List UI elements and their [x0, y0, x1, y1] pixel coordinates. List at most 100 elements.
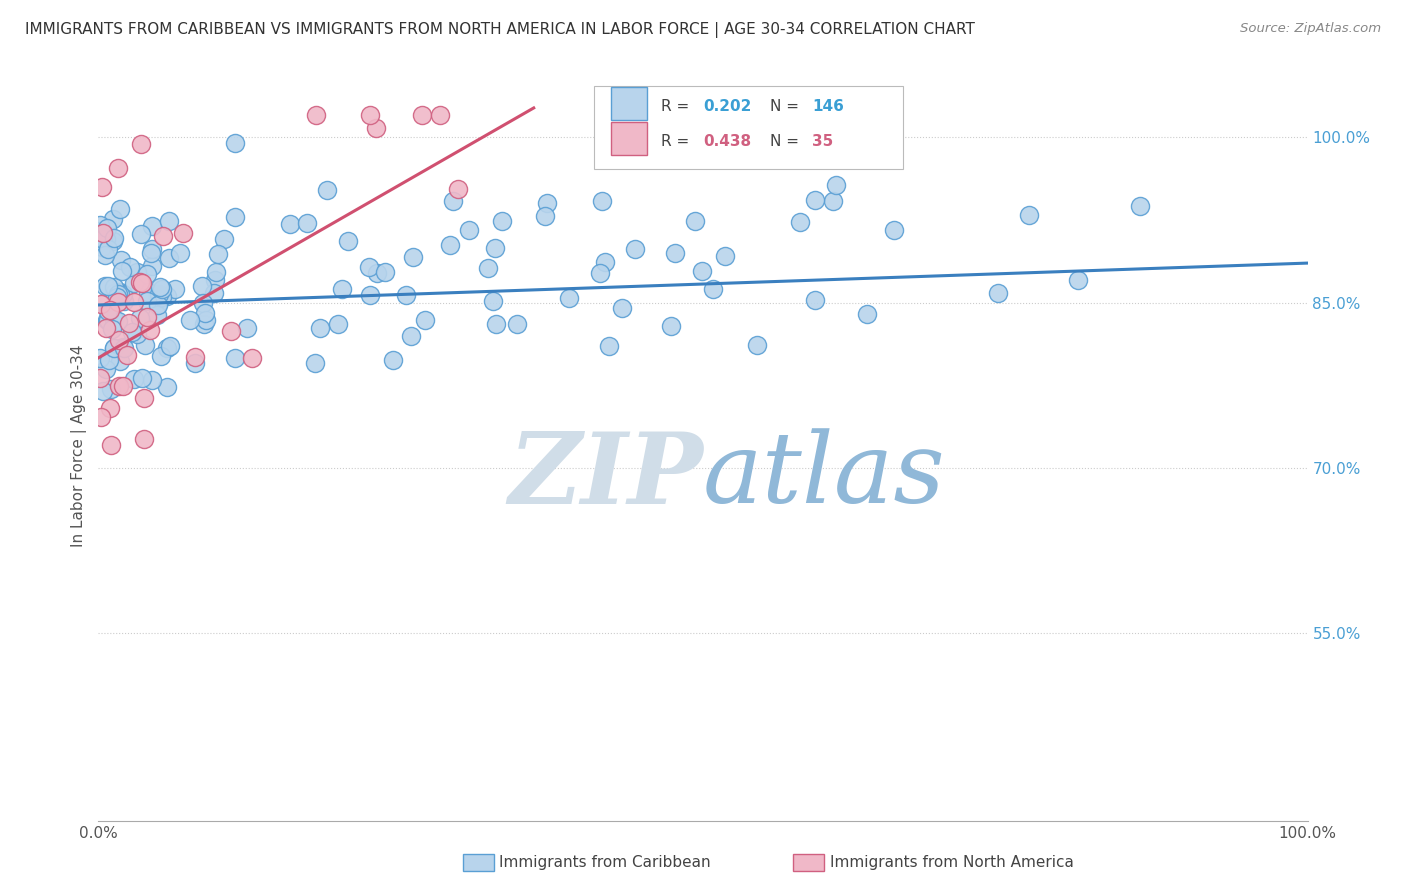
Point — [103, 341, 125, 355]
Point — [191, 296, 214, 310]
Point — [305, 108, 328, 122]
Point — [148, 292, 170, 306]
Point — [87, 224, 110, 238]
Point — [747, 337, 769, 351]
Point — [659, 318, 682, 333]
Point — [96, 221, 118, 235]
Point — [823, 194, 845, 208]
Point — [184, 351, 207, 365]
Point — [506, 317, 529, 331]
Point — [108, 202, 131, 216]
Point — [110, 285, 132, 299]
Point — [141, 260, 163, 274]
Point — [482, 293, 505, 308]
Point — [117, 348, 139, 362]
Point — [107, 333, 129, 347]
Point — [150, 290, 173, 304]
Point — [366, 121, 388, 136]
Point — [184, 356, 207, 370]
Point — [202, 285, 225, 300]
Text: ZIP: ZIP — [508, 428, 703, 524]
Point — [96, 232, 118, 246]
Point — [190, 279, 212, 293]
Point — [96, 313, 118, 327]
Point — [485, 317, 508, 331]
Point — [103, 311, 125, 326]
Point — [477, 260, 499, 275]
Text: Immigrants from North America: Immigrants from North America — [830, 855, 1073, 870]
Point — [803, 293, 825, 307]
Point — [131, 277, 153, 291]
Text: IMMIGRANTS FROM CARIBBEAN VS IMMIGRANTS FROM NORTH AMERICA IN LABOR FORCE | AGE : IMMIGRANTS FROM CARIBBEAN VS IMMIGRANTS … — [25, 22, 976, 38]
Point — [692, 264, 714, 278]
Point — [236, 321, 259, 335]
Point — [131, 371, 153, 385]
Point — [789, 215, 811, 229]
Point — [120, 260, 142, 274]
Point — [100, 382, 122, 396]
Point — [111, 286, 134, 301]
Point — [89, 371, 111, 385]
Point — [132, 391, 155, 405]
Point — [139, 245, 162, 260]
Point — [136, 294, 159, 309]
Point — [97, 303, 120, 318]
Point — [110, 252, 132, 267]
Point — [987, 286, 1010, 301]
Point — [156, 380, 179, 394]
Point — [148, 295, 170, 310]
Point — [856, 307, 879, 321]
Point — [139, 323, 162, 337]
Point — [124, 295, 146, 310]
Point — [125, 326, 148, 341]
Point — [446, 182, 468, 196]
Point — [132, 432, 155, 446]
Point — [536, 195, 558, 210]
Point — [90, 297, 112, 311]
Point — [224, 136, 246, 151]
Point — [441, 194, 464, 208]
Point — [683, 213, 706, 227]
Point — [112, 340, 135, 354]
Point — [411, 108, 433, 122]
Point — [439, 238, 461, 252]
Point — [93, 232, 115, 246]
Point — [107, 287, 129, 301]
Point — [664, 246, 686, 260]
Text: 146: 146 — [811, 99, 844, 114]
Point — [127, 265, 149, 279]
Point — [193, 318, 215, 332]
Point — [101, 322, 124, 336]
Point — [103, 341, 125, 355]
Y-axis label: In Labor Force | Age 30-34: In Labor Force | Age 30-34 — [72, 344, 87, 548]
Point — [122, 277, 145, 291]
Point — [224, 211, 246, 225]
Point — [136, 285, 159, 300]
Point — [337, 234, 360, 248]
Point — [97, 352, 120, 367]
Point — [98, 303, 121, 318]
Point — [207, 247, 229, 261]
Point — [131, 227, 153, 241]
Point — [141, 219, 163, 233]
Point — [429, 108, 451, 122]
Point — [94, 362, 117, 376]
Point — [100, 401, 122, 415]
Point — [193, 306, 215, 320]
Text: Immigrants from Caribbean: Immigrants from Caribbean — [499, 855, 711, 870]
Point — [107, 314, 129, 328]
Point — [714, 249, 737, 263]
Point — [374, 265, 396, 279]
Point — [278, 218, 301, 232]
Point — [533, 209, 555, 223]
Point — [179, 313, 201, 327]
Point — [172, 226, 194, 240]
Point — [90, 180, 112, 194]
Point — [89, 229, 111, 244]
Point — [108, 354, 131, 368]
Point — [1018, 208, 1040, 222]
Point — [112, 341, 135, 355]
FancyBboxPatch shape — [612, 121, 647, 154]
Point — [156, 342, 179, 356]
Point — [593, 254, 616, 268]
